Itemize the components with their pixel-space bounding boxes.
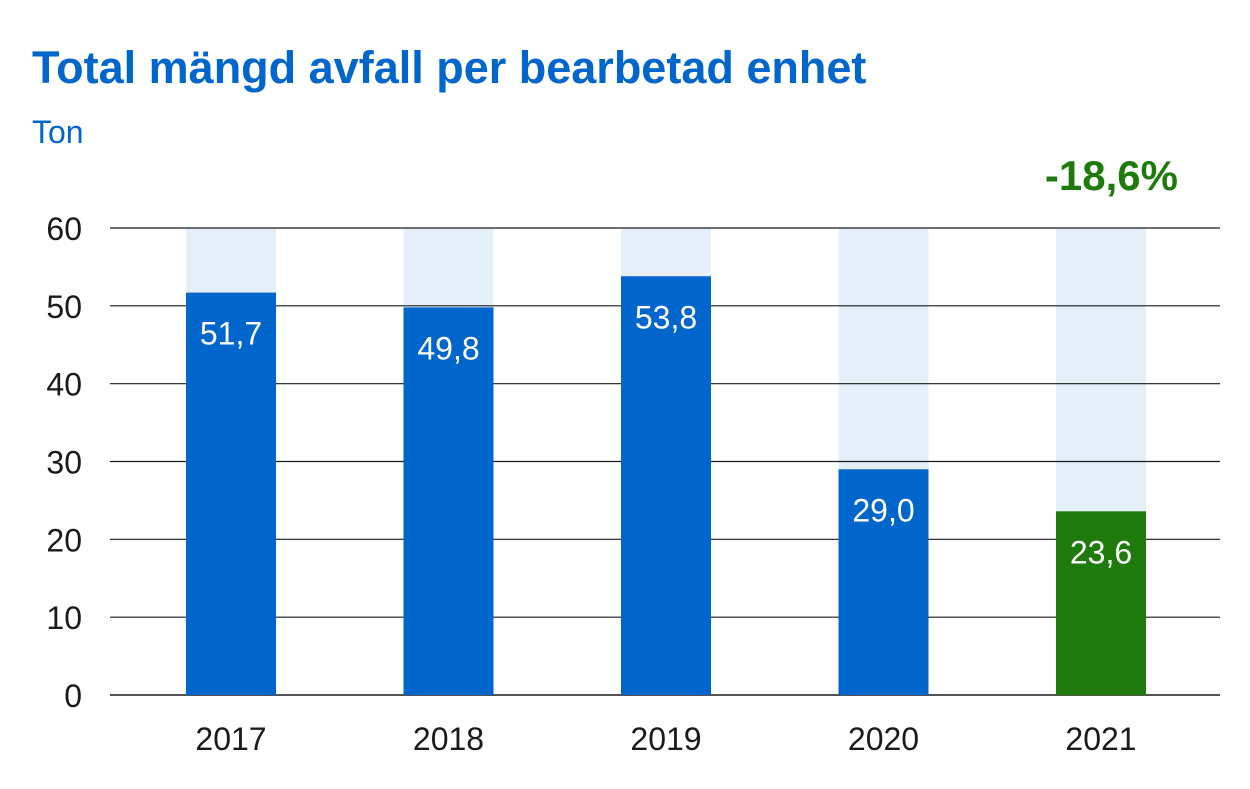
y-tick-label: 20 [46,522,82,558]
bar-2021 [1056,511,1146,695]
bar-value-label: 23,6 [1070,534,1132,570]
x-axis-tick-labels: 2017 2018 2019 2020 2021 [195,721,1136,757]
chart-unit-label: Ton [32,114,84,150]
x-tick-label: 2020 [848,721,919,757]
bar-value-label: 49,8 [417,330,479,366]
bar-value-label: 53,8 [635,299,697,335]
bar-value-labels: 51,7 49,8 53,8 29,0 23,6 [200,299,1132,570]
bars [186,276,1146,695]
x-tick-label: 2018 [413,721,484,757]
y-tick-label: 0 [64,678,82,714]
change-percentage-label: -18,6% [1044,152,1178,199]
y-tick-label: 10 [46,600,82,636]
y-tick-label: 40 [46,367,82,403]
x-tick-label: 2019 [630,721,701,757]
y-tick-label: 50 [46,289,82,325]
y-tick-label: 60 [46,211,82,247]
bar-value-label: 29,0 [852,492,914,528]
chart-title: Total mängd avfall per bearbetad enhet [32,42,867,93]
bar-2017 [186,292,276,695]
y-axis-tick-labels: 0 10 20 30 40 50 60 [46,211,82,714]
y-tick-label: 30 [46,445,82,481]
bar-2019 [621,276,711,695]
x-tick-label: 2017 [195,721,266,757]
x-tick-label: 2021 [1065,721,1136,757]
bar-2020 [838,469,929,695]
bar-value-label: 51,7 [200,316,262,352]
bar-2018 [403,307,494,695]
